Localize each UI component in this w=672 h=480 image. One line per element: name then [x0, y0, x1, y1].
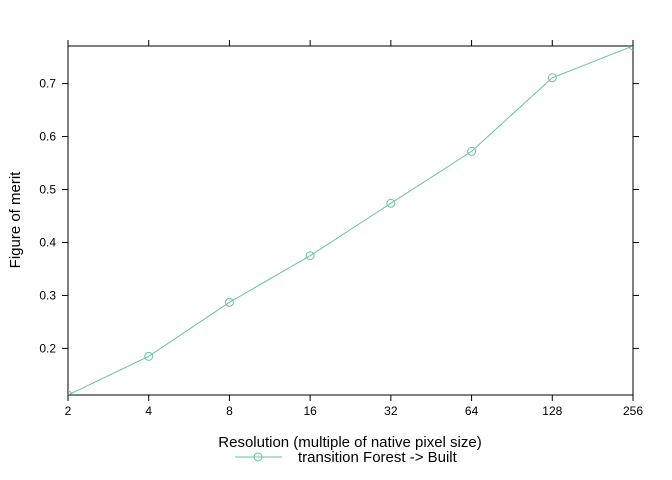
x-tick-label: 4 — [145, 404, 152, 418]
legend-label: transition Forest -> Built — [298, 449, 458, 466]
y-tick-label: 0.7 — [39, 77, 56, 91]
y-axis-title: Figure of merit — [7, 171, 24, 269]
x-tick-label: 8 — [226, 404, 233, 418]
x-tick-label: 2 — [65, 404, 72, 418]
x-tick-label: 32 — [384, 404, 398, 418]
x-axis-ticks: 2 4 8 16 32 64 128 256 — [65, 40, 644, 418]
y-tick-label: 0.2 — [39, 341, 56, 355]
plot-frame — [68, 46, 633, 395]
series-layer — [64, 42, 637, 399]
series-line — [68, 46, 633, 395]
x-tick-label: 16 — [303, 404, 317, 418]
x-tick-label: 256 — [623, 404, 643, 418]
y-tick-label: 0.3 — [39, 288, 56, 302]
y-tick-label: 0.6 — [39, 130, 56, 144]
x-tick-label: 128 — [542, 404, 562, 418]
y-tick-label: 0.4 — [39, 235, 56, 249]
y-axis-ticks: 0.2 0.3 0.4 0.5 0.6 0.7 — [39, 77, 639, 356]
x-tick-label: 64 — [465, 404, 479, 418]
y-tick-label: 0.5 — [39, 183, 56, 197]
series-clip-group — [64, 42, 637, 399]
legend: transition Forest -> Built — [235, 449, 458, 466]
